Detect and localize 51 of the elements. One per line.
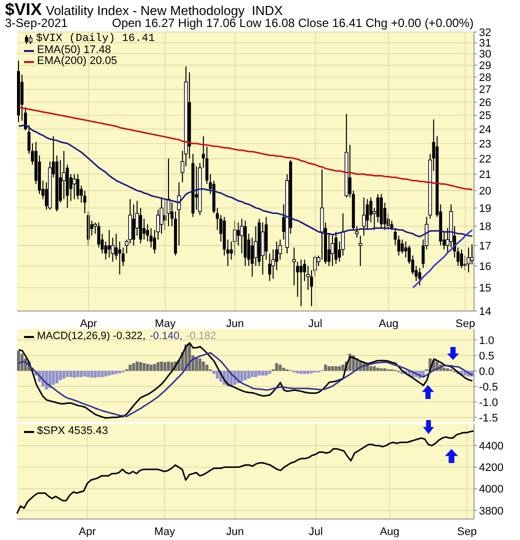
chart-title: $VIX <box>5 0 42 19</box>
x-tick-label: Sep <box>457 526 477 538</box>
y-tick-label: 19 <box>479 202 492 215</box>
x-tick-label: Jul <box>308 318 322 330</box>
text: 3-Sep-2021 <box>5 16 68 30</box>
y-tick-label: 0.0 <box>479 366 494 378</box>
x-tick-label: May <box>154 318 176 330</box>
y-tick-label: 26 <box>479 96 492 109</box>
series-label: -0.140, <box>150 330 182 342</box>
x-tick-label: May <box>154 526 176 538</box>
y-tick-label: 15 <box>479 282 492 295</box>
y-tick-label: -1.0 <box>479 396 498 409</box>
x-tick-label: Aug <box>380 526 400 538</box>
y-tick-label: 1.0 <box>479 334 494 347</box>
y-tick-label: 4200 <box>479 462 504 474</box>
y-tick-label: -0.5 <box>479 381 498 394</box>
y-tick-label: 17 <box>479 240 492 252</box>
y-tick-label: 31 <box>479 38 492 50</box>
y-tick-label: 32 <box>479 26 492 39</box>
y-tick-label: 30 <box>479 48 492 61</box>
y-tick-label: 18 <box>479 221 492 234</box>
x-tick-label: Sep <box>455 318 476 330</box>
y-tick-label: 25 <box>479 110 492 122</box>
y-tick-label: 14 <box>479 306 492 318</box>
legend-label: EMA(200) 20.05 <box>37 55 118 67</box>
x-tick-label: Jun <box>226 526 244 538</box>
x-tick-label: Apr <box>80 318 98 330</box>
y-tick-label: 3800 <box>479 505 504 518</box>
y-tick-label: 22 <box>479 153 492 166</box>
chart-subtitle: Volatility Index - New Methodology INDX <box>46 3 283 18</box>
y-tick-label: -1.5 <box>479 412 498 424</box>
series-label: -0.182 <box>186 330 216 342</box>
x-tick-label: Jul <box>308 526 323 538</box>
y-tick-label: 29 <box>479 60 492 72</box>
x-tick-label: Jun <box>226 318 244 330</box>
y-tick-label: 24 <box>479 124 492 136</box>
legend-label: EMA(50) 17.48 <box>37 44 111 56</box>
legend-label: MACD(12,26,9) -0.322, <box>37 330 146 342</box>
y-tick-label: 21 <box>479 169 492 182</box>
y-tick-label: 27 <box>479 84 492 96</box>
y-tick-label: 23 <box>479 138 492 150</box>
x-tick-label: Apr <box>78 526 96 538</box>
y-tick-label: 4000 <box>479 484 504 496</box>
y-tick-label: 20 <box>479 186 492 198</box>
y-tick-label: 4400 <box>479 440 504 452</box>
legend-label: $VIX (Daily) 16.41 <box>36 33 155 45</box>
y-tick-label: 16 <box>479 260 492 273</box>
y-tick-label: 0.5 <box>479 350 494 362</box>
y-tick-label: 28 <box>479 72 492 84</box>
legend-label: $SPX 4535.43 <box>37 425 108 437</box>
x-tick-label: Aug <box>378 318 398 330</box>
